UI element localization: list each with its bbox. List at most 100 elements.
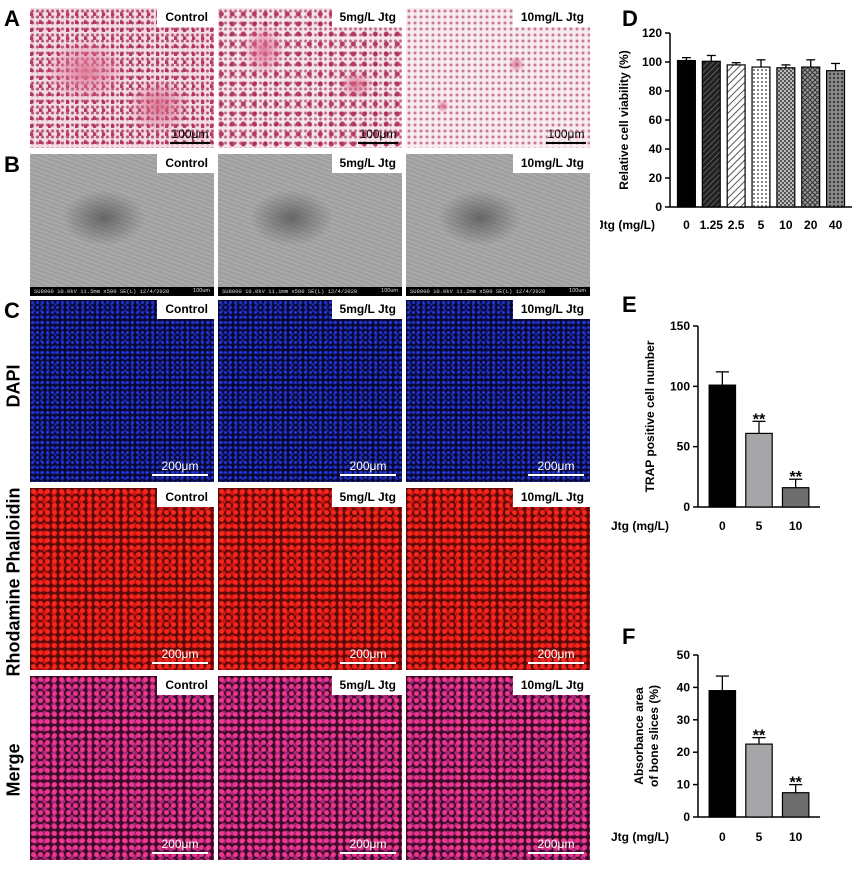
y-axis-label: Relative cell viability (%) [617,50,631,189]
y-tick-label: 20 [677,745,691,759]
y-axis-label: TRAP positive cell number [643,340,657,492]
sem-info-bar: SU8000 10.0kV 11.5mm x500 SE(L) 12/4/202… [30,287,214,296]
y-tick-label: 0 [655,200,662,214]
sem-scale-label: 100um [193,288,210,294]
scale-bar: 200μm [152,837,208,854]
y-tick-label: 100 [670,379,690,393]
merge-image-10mg: 10mg/L Jtg 200μm [406,676,590,860]
x-axis-label: Jtg (mg/L) [611,519,669,533]
condition-label: 10mg/L Jtg [512,300,590,319]
x-tick-label: 10 [789,830,803,844]
bar [826,70,846,208]
scale-bar: 100μm [546,127,586,144]
sem-info-bar: SU8000 10.0kV 11.2mm x500 SE(L) 12/4/202… [406,287,590,296]
panel-letter-c: C [4,298,20,323]
panel-letter-e: E [622,292,637,317]
x-tick-label: 0 [719,519,726,533]
panel-letter-a: A [4,6,20,31]
condition-label: 10mg/L Jtg [512,8,590,27]
condition-label: Control [157,300,214,319]
x-tick-label: 40 [829,218,843,232]
y-axis-label: of bone slices (%) [647,685,661,787]
row-label-rhodamine: Rhodamine Phalloidin [3,487,24,677]
condition-label: Control [157,154,214,173]
y-tick-label: 40 [649,142,663,156]
condition-label: 5mg/L Jtg [331,488,402,507]
condition-label: 10mg/L Jtg [512,676,590,695]
significance-label: ** [753,411,766,428]
x-tick-label: 0 [719,830,726,844]
bar [745,432,773,508]
merge-image-control: Control 200μm [30,676,214,860]
x-tick-label: 10 [789,519,803,533]
y-axis-label: Absorbance area [632,687,646,785]
y-tick-label: 120 [642,26,662,40]
sem-scale-label: 100um [569,288,586,294]
merge-image-5mg: 5mg/L Jtg 200μm [218,676,402,860]
y-tick-label: 10 [677,778,691,792]
y-tick-label: 150 [670,319,690,333]
x-axis-label: Jtg (mg/L) [611,830,669,844]
y-tick-label: 40 [677,680,691,694]
scale-bar: 200μm [340,837,396,854]
bar [726,64,746,208]
y-tick-label: 20 [649,171,663,185]
sem-image-5mg: 5mg/L Jtg SU8000 10.0kV 11.1mm x500 SE(L… [218,154,402,296]
trap-image-10mg: 10mg/L Jtg 100μm [406,8,590,148]
y-tick-label: 80 [649,84,663,98]
bar [745,743,773,818]
trap-image-control: Control 100μm [30,8,214,148]
y-tick-label: 60 [649,113,663,127]
scale-bar: 100μm [170,127,210,144]
condition-label: 5mg/L Jtg [331,676,402,695]
panel-letter-d: D [622,6,638,31]
significance-label: ** [753,728,766,745]
bar [801,66,821,208]
scale-bar: 200μm [340,647,396,664]
x-tick-label: 5 [756,519,763,533]
bar [701,60,721,208]
bar [776,67,796,208]
scale-bar: 200μm [528,459,584,476]
panel-letter-b: B [4,152,20,177]
x-tick-label: 20 [804,218,818,232]
sem-info-bar: SU8000 10.0kV 11.1mm x500 SE(L) 12/4/202… [218,287,402,296]
dapi-image-10mg: 10mg/L Jtg 200μm [406,300,590,482]
scale-bar: 200μm [340,459,396,476]
y-tick-label: 100 [642,55,662,69]
row-label-dapi: DAPI [3,364,24,408]
dapi-image-control: Control 200μm [30,300,214,482]
panel-letter-f: F [622,624,636,649]
sem-scale-label: 100um [381,288,398,294]
condition-label: Control [157,8,214,27]
condition-label: 5mg/L Jtg [331,154,402,173]
sem-image-control: Control SU8000 10.0kV 11.5mm x500 SE(L) … [30,154,214,296]
rhodamine-image-5mg: 5mg/L Jtg 200μm [218,488,402,670]
x-tick-label: 5 [756,830,763,844]
condition-label: 10mg/L Jtg [512,488,590,507]
condition-label: Control [157,488,214,507]
y-tick-label: 0 [683,810,690,824]
x-axis-label: Jtg (mg/L) [600,218,655,232]
significance-label: ** [789,469,802,486]
rhodamine-image-control: Control 200μm [30,488,214,670]
scale-bar: 200μm [528,647,584,664]
condition-label: 10mg/L Jtg [512,154,590,173]
trap-image-5mg: 5mg/L Jtg 100μm [218,8,402,148]
scale-bar: 200μm [152,647,208,664]
x-tick-label: 5 [758,218,765,232]
rhodamine-image-10mg: 10mg/L Jtg 200μm [406,488,590,670]
bar [781,792,810,818]
x-tick-label: 10 [779,218,793,232]
condition-label: Control [157,676,214,695]
bar [676,59,696,208]
dapi-image-5mg: 5mg/L Jtg 200μm [218,300,402,482]
bar [751,66,771,208]
x-tick-label: 0 [683,218,690,232]
scale-bar: 200μm [528,837,584,854]
row-label-merge: Merge [3,743,24,797]
significance-label: ** [789,775,802,792]
chart-e-trap-positive: 0 50 100 150 TRAP positive cell number 0 ** 5 **… [611,319,820,533]
